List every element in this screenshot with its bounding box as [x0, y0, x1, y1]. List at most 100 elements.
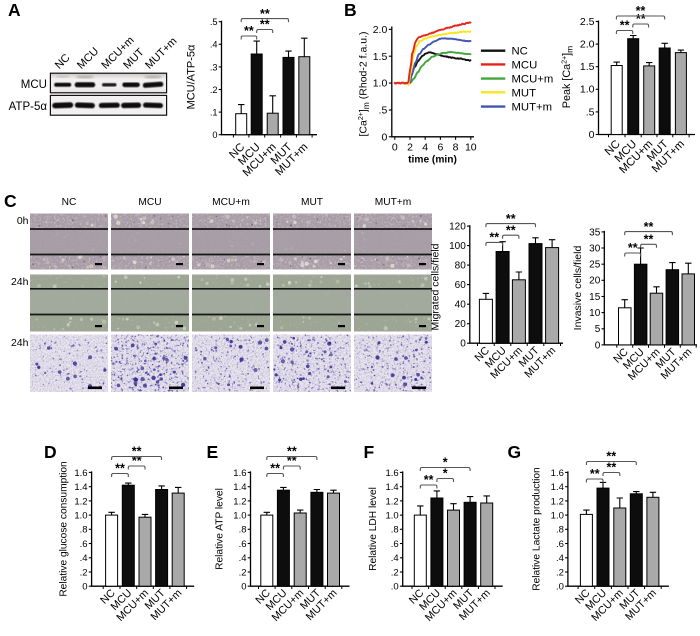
svg-text:2: 2 — [407, 141, 413, 153]
svg-text:24h: 24h — [11, 337, 29, 349]
svg-text:MUT: MUT — [301, 197, 323, 208]
svg-text:.8: .8 — [239, 525, 247, 536]
svg-text:10: 10 — [465, 141, 477, 153]
svg-text:.2: .2 — [210, 85, 218, 95]
svg-text:MUT+m: MUT+m — [512, 102, 552, 114]
svg-text:Relative Lactate production: Relative Lactate production — [532, 467, 543, 590]
svg-text:2.0: 2.0 — [373, 24, 388, 36]
svg-text:.5: .5 — [586, 106, 595, 118]
svg-text:Migrated cells/field: Migrated cells/field — [430, 243, 442, 330]
svg-text:0: 0 — [212, 130, 217, 140]
svg-text:Relative LDH level: Relative LDH level — [368, 487, 379, 571]
svg-text:**: ** — [620, 19, 630, 33]
svg-text:F: F — [364, 442, 375, 462]
svg-text:**: ** — [115, 462, 125, 476]
svg-text:1.6: 1.6 — [233, 468, 246, 479]
svg-text:MCU: MCU — [21, 79, 47, 91]
svg-text:1.0: 1.0 — [373, 78, 388, 90]
svg-text:MCU: MCU — [138, 197, 161, 208]
svg-text:30: 30 — [589, 243, 601, 254]
svg-text:1.5: 1.5 — [580, 61, 595, 73]
svg-text:2.5: 2.5 — [580, 16, 595, 28]
svg-text:.2: .2 — [556, 567, 564, 578]
svg-text:.2: .2 — [239, 567, 247, 578]
svg-text:1.0: 1.0 — [233, 511, 246, 522]
svg-text:.4: .4 — [210, 40, 218, 50]
svg-text:.5: .5 — [210, 17, 218, 27]
svg-text:**: ** — [260, 18, 270, 32]
svg-text:.6: .6 — [239, 539, 247, 550]
svg-text:1.5: 1.5 — [373, 51, 388, 63]
svg-text:**: ** — [636, 4, 646, 18]
svg-text:**: ** — [132, 445, 142, 459]
svg-text:24h: 24h — [11, 276, 29, 288]
svg-text:**: ** — [287, 445, 297, 459]
svg-text:MUT: MUT — [512, 87, 537, 99]
svg-text:**: ** — [489, 231, 499, 245]
svg-text:MCU+m: MCU+m — [512, 74, 554, 86]
svg-text:1.0: 1.0 — [385, 511, 398, 522]
svg-text:.8: .8 — [556, 525, 564, 536]
svg-text:**: ** — [270, 462, 280, 476]
svg-text:**: ** — [607, 461, 617, 475]
svg-text:.4: .4 — [80, 553, 88, 564]
svg-text:1.6: 1.6 — [551, 468, 564, 479]
svg-text:[Ca2+]m (Rhod-2 f.a.u.): [Ca2+]m (Rhod-2 f.a.u.) — [358, 32, 372, 137]
svg-text:.4: .4 — [556, 553, 564, 564]
svg-text:35: 35 — [589, 227, 601, 238]
svg-text:Relative glucose consumption: Relative glucose consumption — [59, 461, 70, 596]
svg-text:10: 10 — [589, 308, 601, 319]
svg-text:25: 25 — [589, 260, 601, 271]
svg-text:0: 0 — [392, 141, 398, 153]
svg-text:.5: .5 — [379, 105, 388, 117]
svg-text:1.6: 1.6 — [74, 468, 87, 479]
svg-text:5: 5 — [595, 324, 601, 335]
svg-text:**: ** — [424, 473, 434, 487]
svg-text:.1: .1 — [210, 108, 218, 118]
svg-text:NC: NC — [512, 46, 528, 58]
svg-text:.6: .6 — [391, 539, 399, 550]
svg-text:MCU/ATP-5α: MCU/ATP-5α — [186, 44, 198, 109]
svg-text:NC: NC — [62, 197, 77, 208]
svg-text:*: * — [443, 456, 448, 470]
svg-text:120: 120 — [449, 222, 466, 233]
svg-text:15: 15 — [589, 292, 601, 303]
svg-text:time (min): time (min) — [408, 154, 457, 165]
svg-text:0: 0 — [460, 339, 466, 350]
svg-text:20: 20 — [589, 276, 601, 287]
svg-text:0: 0 — [589, 129, 595, 141]
svg-text:1.4: 1.4 — [74, 482, 87, 493]
svg-text:ATP-5α: ATP-5α — [9, 101, 48, 113]
svg-text:.0: .0 — [556, 582, 564, 593]
svg-text:1.4: 1.4 — [551, 482, 564, 493]
svg-text:1.2: 1.2 — [74, 496, 87, 507]
svg-text:*: * — [443, 467, 448, 481]
svg-text:4: 4 — [422, 141, 428, 153]
svg-text:Invasive cells/field: Invasive cells/field — [572, 246, 584, 331]
svg-text:1.0: 1.0 — [580, 84, 595, 96]
svg-text:20: 20 — [455, 319, 467, 330]
svg-text:**: ** — [506, 212, 516, 226]
svg-text:80: 80 — [455, 261, 467, 272]
svg-text:.3: .3 — [210, 62, 218, 72]
svg-text:D: D — [44, 442, 57, 462]
svg-text:6: 6 — [437, 141, 443, 153]
svg-text:.6: .6 — [80, 539, 88, 550]
svg-text:Relative ATP level: Relative ATP level — [215, 488, 226, 570]
svg-text:**: ** — [606, 450, 616, 464]
svg-text:1.2: 1.2 — [551, 496, 564, 507]
svg-text:.4: .4 — [239, 553, 247, 564]
svg-text:0: 0 — [381, 131, 387, 143]
svg-text:0: 0 — [82, 582, 87, 593]
svg-text:.4: .4 — [391, 553, 399, 564]
svg-text:MUT+m: MUT+m — [375, 197, 412, 208]
svg-text:**: ** — [287, 454, 297, 468]
svg-text:.8: .8 — [391, 525, 399, 536]
svg-text:0: 0 — [241, 582, 246, 593]
svg-text:.8: .8 — [80, 525, 88, 536]
svg-text:2.0: 2.0 — [580, 39, 595, 51]
svg-text:0h: 0h — [17, 215, 29, 227]
svg-text:**: ** — [644, 220, 654, 234]
svg-text:G: G — [508, 442, 522, 462]
svg-text:.6: .6 — [556, 539, 564, 550]
